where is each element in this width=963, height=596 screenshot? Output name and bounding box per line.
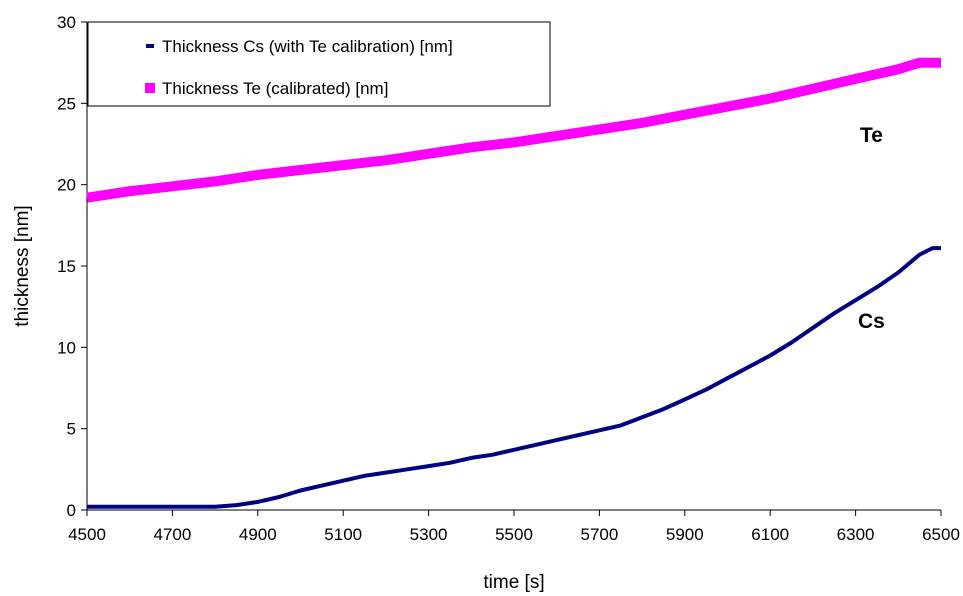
legend-swatch-te: [145, 83, 155, 93]
x-tick-label: 6300: [837, 525, 875, 544]
legend: Thickness Cs (with Te calibration) [nm] T…: [87, 21, 551, 107]
x-tick-label: 5900: [666, 525, 704, 544]
y-tick-label: 30: [57, 13, 76, 32]
x-tick-label: 5300: [410, 525, 448, 544]
axes: 0 5 10 15 20 25 30 4500 4700 4900 5100 5300 5500 5700…: [57, 13, 960, 544]
x-axis-title: time [s]: [483, 572, 544, 593]
y-tick-label: 15: [57, 257, 76, 276]
x-tick-label: 5100: [324, 525, 362, 544]
x-tick-label: 6500: [922, 525, 960, 544]
x-tick-label: 4700: [153, 525, 191, 544]
series-line-cs: [87, 246, 941, 509]
series-labels: Cs Te: [858, 124, 885, 333]
legend-entry-cs: Thickness Cs (with Te calibration) [nm]: [162, 37, 453, 56]
y-tick-label: 5: [67, 420, 76, 439]
y-tick-label: 20: [57, 176, 76, 195]
y-tick-label: 10: [57, 338, 76, 357]
series-label-te: Te: [860, 124, 883, 147]
series-layer: [86, 57, 941, 509]
series-label-cs: Cs: [858, 310, 885, 333]
series-line-te: [86, 57, 941, 203]
x-tick-label: 5700: [580, 525, 618, 544]
x-tick-label: 6100: [751, 525, 789, 544]
y-tick-label: 0: [67, 501, 76, 520]
x-tick-label: 4900: [239, 525, 277, 544]
legend-entry-te: Thickness Te (calibrated) [nm]: [162, 79, 388, 98]
x-tick-label: 5500: [495, 525, 533, 544]
y-axis-title: thickness [nm]: [12, 205, 33, 326]
y-tick-label: 25: [57, 94, 76, 113]
x-tick-label: 4500: [68, 525, 106, 544]
legend-box: [87, 21, 551, 107]
